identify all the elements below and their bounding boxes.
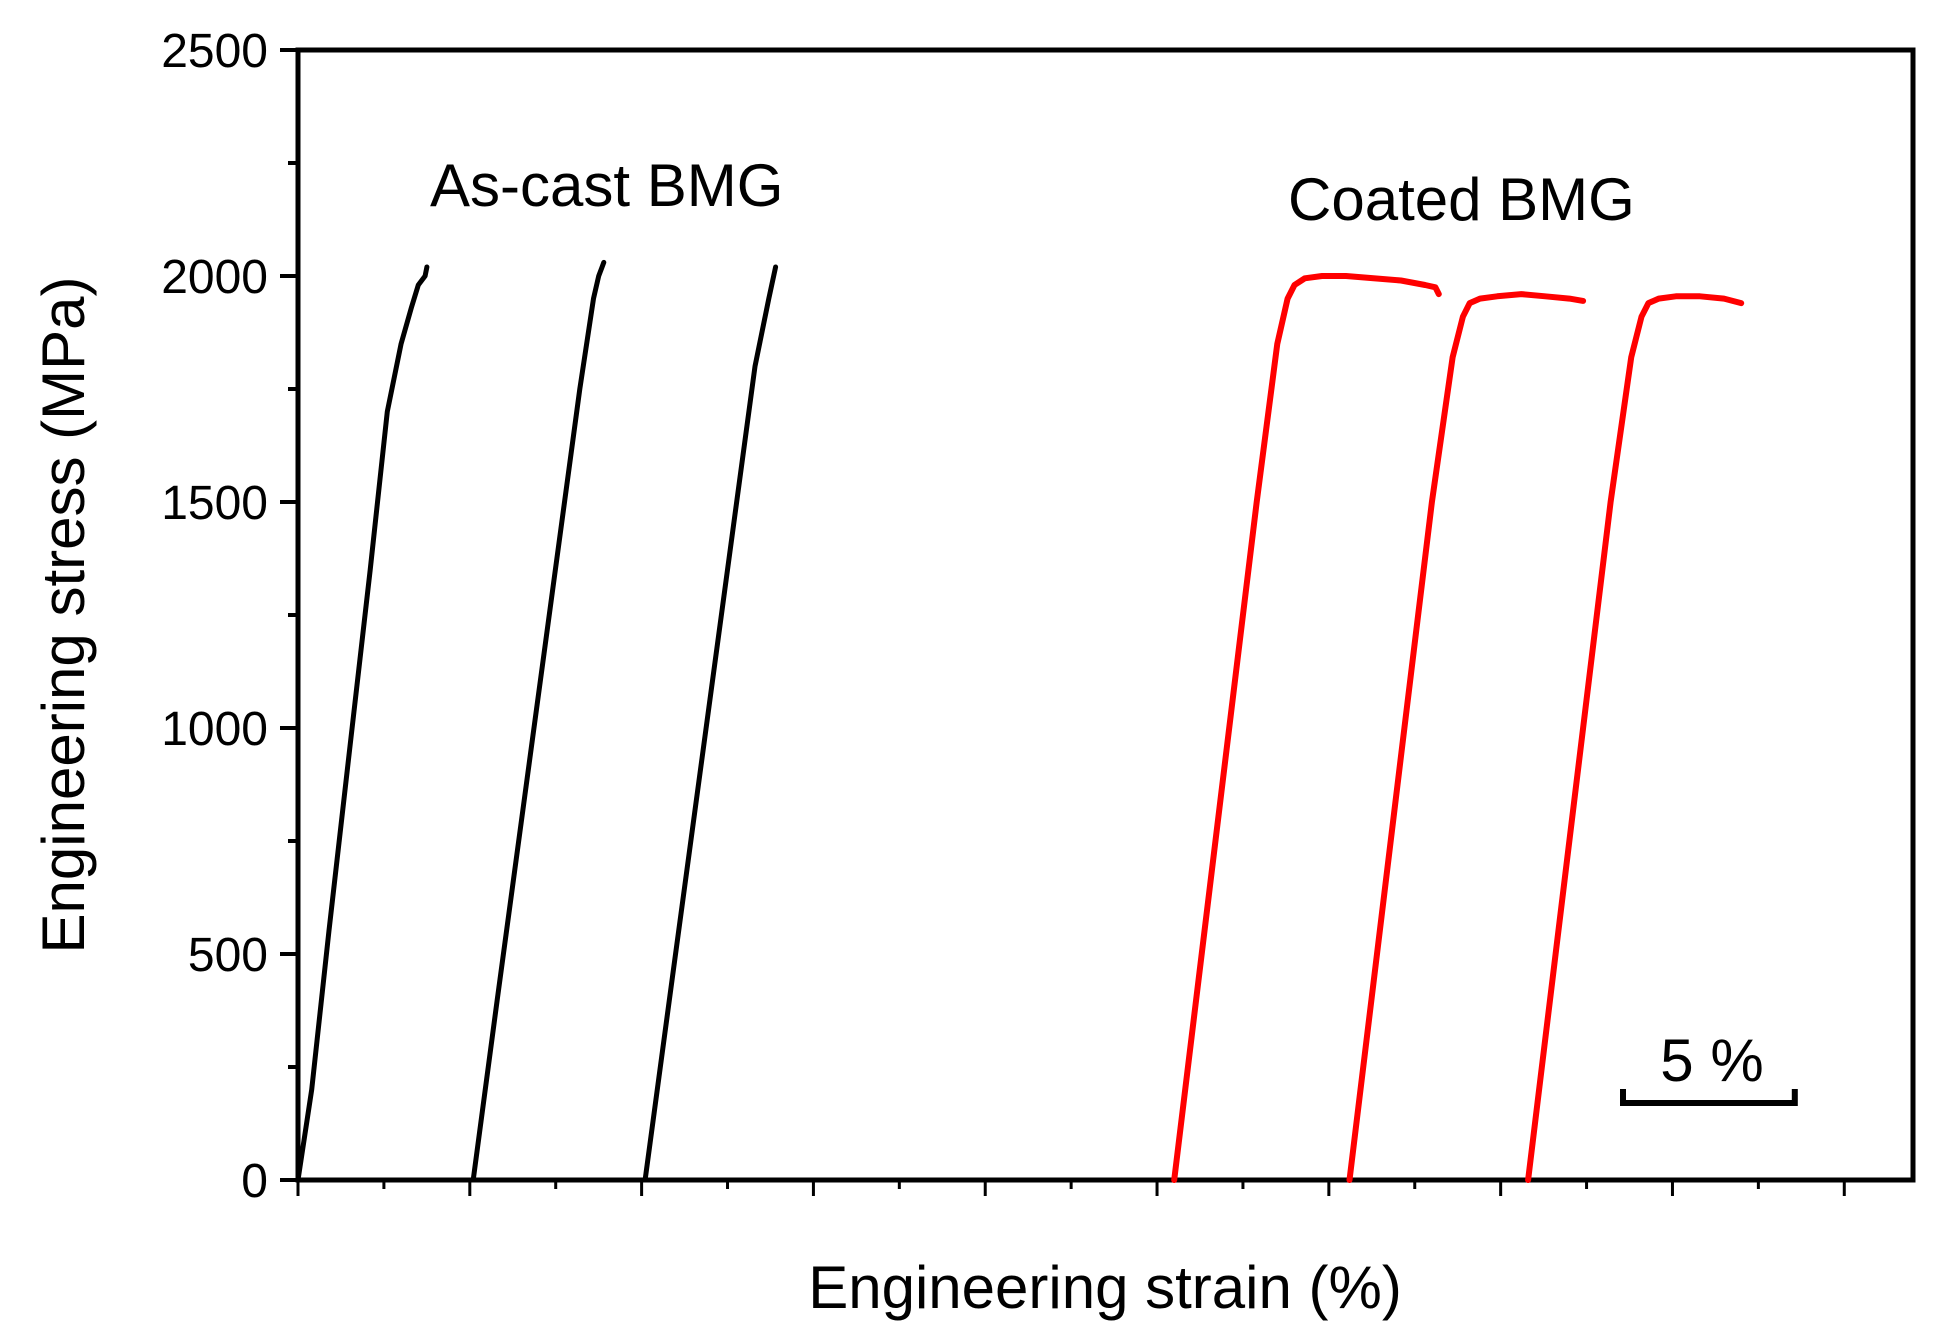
scale-bar: 5 %	[1620, 1027, 1798, 1106]
series-line-3	[642, 264, 779, 1183]
plot-frame	[295, 47, 1916, 1183]
series-line-2	[470, 259, 607, 1183]
series-line-5	[1346, 291, 1587, 1183]
y-tick-label: 500	[188, 929, 268, 982]
x-axis-title: Engineering strain (%)	[808, 1254, 1402, 1321]
x-axis-ticks	[296, 1180, 1846, 1196]
series-line-1	[295, 264, 430, 1183]
y-axis-title: Engineering stress (MPa)	[30, 277, 97, 954]
series-line-6	[1525, 293, 1745, 1183]
y-tick-label: 2000	[161, 251, 268, 304]
scale-bar-label: 5 %	[1660, 1027, 1763, 1094]
y-tick-label: 2500	[161, 25, 268, 78]
series-line-4	[1171, 273, 1442, 1183]
annotation-coated: Coated BMG	[1288, 166, 1635, 233]
scale-bar-line	[1620, 1089, 1798, 1106]
y-tick-label: 1500	[161, 477, 268, 530]
y-tick-label: 1000	[161, 703, 268, 756]
series-layer	[295, 259, 1745, 1183]
y-axis-ticks: 0 500 1000 1500 2000 2500	[161, 25, 298, 1208]
y-tick-label: 0	[241, 1155, 268, 1208]
annotation-as-cast: As-cast BMG	[430, 152, 783, 219]
